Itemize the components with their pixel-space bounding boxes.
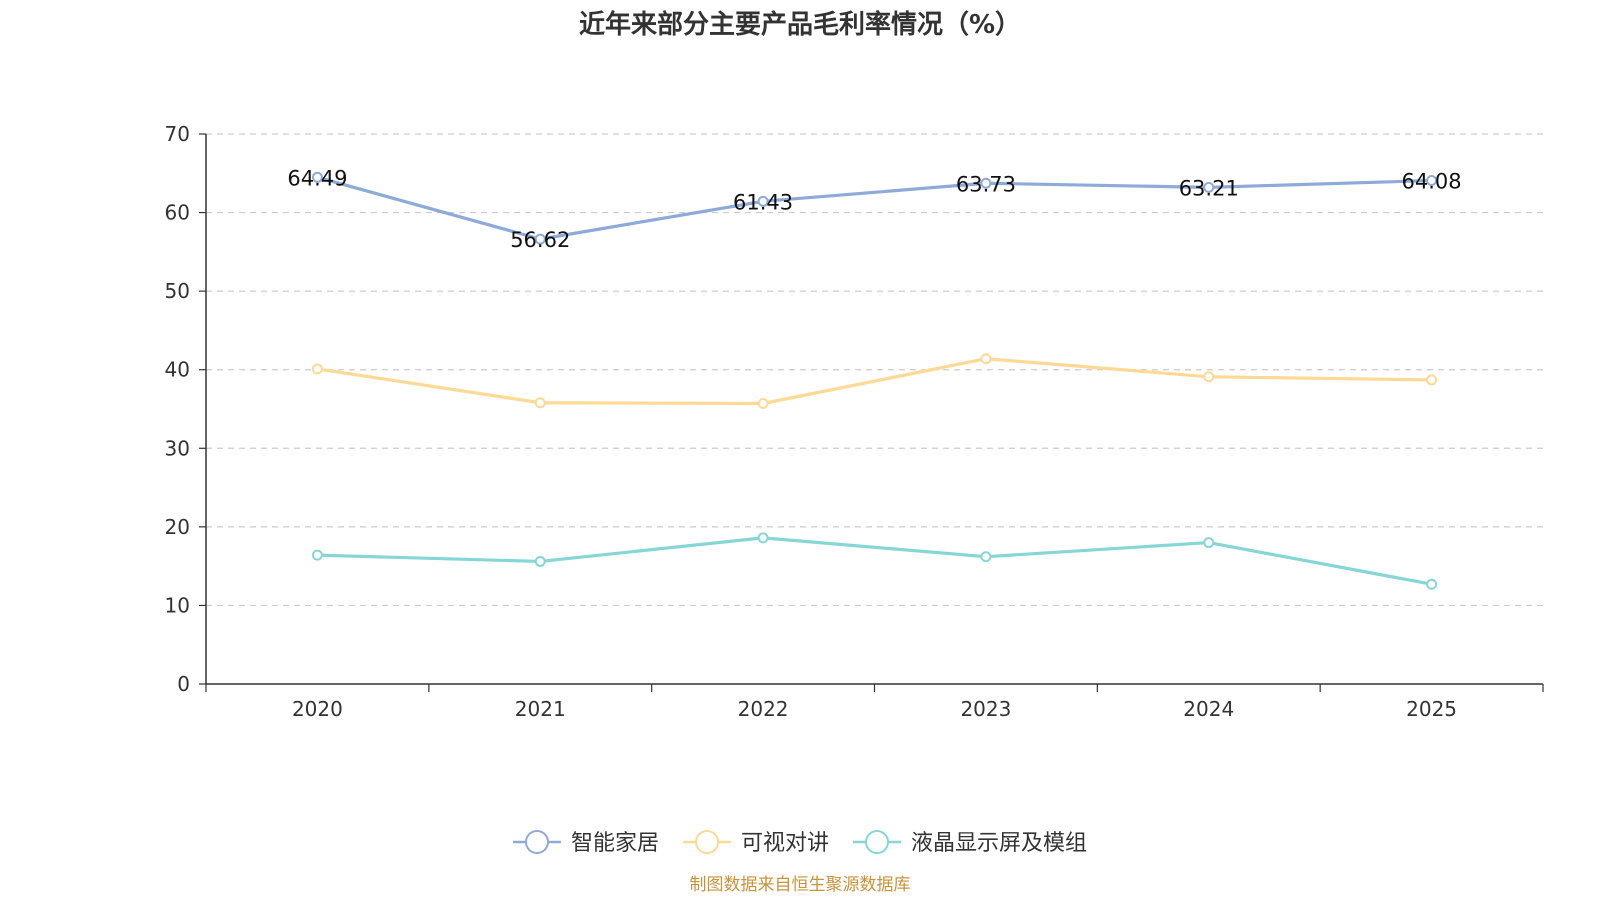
data-point[interactable] bbox=[1203, 181, 1215, 193]
data-point[interactable] bbox=[980, 353, 992, 365]
data-point[interactable] bbox=[980, 177, 992, 189]
legend-circle-icon bbox=[524, 830, 549, 854]
data-point[interactable] bbox=[1426, 578, 1438, 590]
data-point[interactable] bbox=[534, 233, 546, 245]
data-point[interactable] bbox=[311, 549, 323, 561]
series-group bbox=[311, 171, 1438, 590]
data-label: 61.43 bbox=[733, 190, 793, 214]
x-tick-label: 2020 bbox=[292, 697, 343, 721]
legend-label: 智能家居 bbox=[571, 831, 659, 856]
legend-circle-icon bbox=[694, 830, 719, 854]
data-point[interactable] bbox=[757, 195, 769, 207]
data-label: 64.49 bbox=[287, 166, 347, 190]
data-point[interactable] bbox=[1203, 371, 1215, 383]
grid-lines bbox=[206, 133, 1543, 607]
y-tick-label: 0 bbox=[177, 672, 190, 696]
series-line bbox=[317, 536, 1432, 586]
series-1 bbox=[311, 171, 1438, 245]
legend-item[interactable]: 智能家居 bbox=[512, 830, 659, 856]
legend-circle-icon bbox=[865, 830, 890, 854]
data-point[interactable] bbox=[757, 398, 769, 409]
axes: 0 10 20 30 40 50 60 70 2020 2021 2022 2023 2024 2025 bbox=[165, 122, 1544, 721]
data-point[interactable] bbox=[1203, 537, 1215, 549]
series-line bbox=[317, 357, 1432, 406]
data-label: 63.73 bbox=[956, 172, 1016, 196]
legend-item[interactable]: 可视对讲 bbox=[682, 830, 829, 856]
y-tick-label: 70 bbox=[165, 122, 190, 146]
data-point[interactable] bbox=[1426, 175, 1438, 187]
chart-title: 近年来部分主要产品毛利率情况（%） bbox=[579, 9, 1021, 40]
y-tick-label: 30 bbox=[165, 436, 190, 460]
y-tick-label: 60 bbox=[165, 201, 190, 225]
source-note: 制图数据来自恒生聚源数据库 bbox=[690, 875, 911, 895]
data-label: 64.08 bbox=[1402, 170, 1462, 194]
x-tick-label: 2021 bbox=[515, 697, 566, 721]
data-point[interactable] bbox=[534, 397, 546, 409]
legend-label: 液晶显示屏及模组 bbox=[911, 831, 1087, 856]
series-3 bbox=[311, 532, 1438, 590]
data-point[interactable] bbox=[757, 532, 769, 544]
y-tick-label: 10 bbox=[165, 593, 190, 617]
data-point[interactable] bbox=[1426, 374, 1438, 386]
data-point[interactable] bbox=[311, 171, 323, 183]
legend-label: 可视对讲 bbox=[741, 831, 829, 856]
data-label: 63.21 bbox=[1179, 176, 1239, 200]
legend-item[interactable]: 液晶显示屏及模组 bbox=[853, 830, 1087, 856]
y-tick-label: 40 bbox=[165, 358, 190, 382]
x-tick-label: 2025 bbox=[1406, 697, 1457, 721]
x-tick-label: 2024 bbox=[1183, 697, 1234, 721]
series-2 bbox=[311, 353, 1438, 409]
y-tick-label: 50 bbox=[165, 279, 190, 303]
data-point[interactable] bbox=[980, 551, 992, 563]
data-point[interactable] bbox=[311, 363, 323, 375]
data-point[interactable] bbox=[534, 555, 546, 567]
data-labels: 64.49 56.62 61.43 63.73 63.21 64.08 bbox=[287, 166, 1461, 252]
x-tick-label: 2022 bbox=[738, 697, 789, 721]
data-label: 56.62 bbox=[510, 228, 570, 252]
x-tick-label: 2023 bbox=[960, 697, 1011, 721]
y-tick-label: 20 bbox=[165, 515, 190, 539]
series-line bbox=[316, 175, 1432, 241]
legend[interactable]: 智能家居 可视对讲 液晶显示屏及模组 bbox=[512, 830, 1087, 856]
